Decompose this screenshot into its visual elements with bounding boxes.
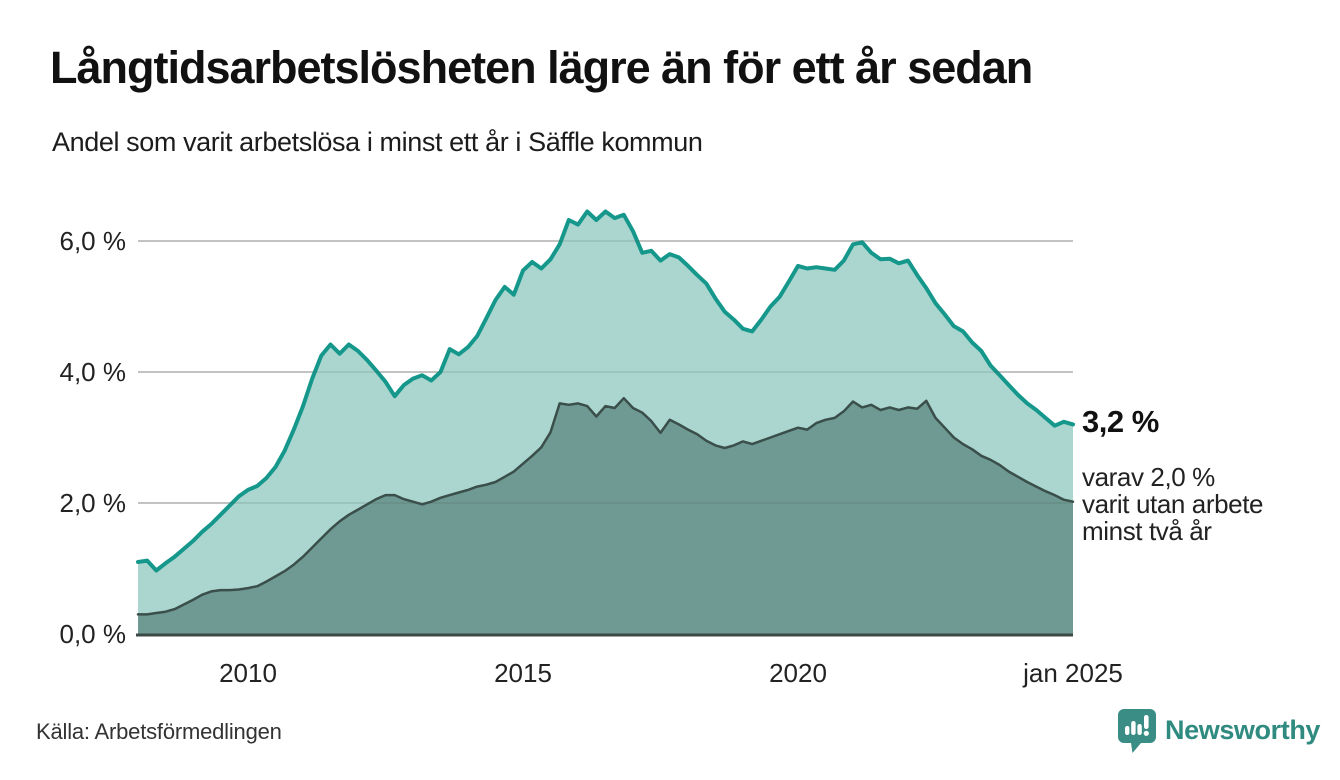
y-tick-label: 4,0 % — [59, 357, 127, 387]
area-two-year — [138, 398, 1073, 634]
page-title: Långtidsarbetslösheten lägre än för ett … — [50, 42, 1033, 93]
x-tick-label: 2015 — [494, 658, 552, 688]
chart-subtitle: Andel som varit arbetslösa i minst ett å… — [52, 127, 703, 157]
y-tick-label: 2,0 % — [59, 488, 127, 518]
line-total — [136, 209, 1075, 573]
source-note: Källa: Arbetsförmedlingen — [36, 719, 282, 744]
y-tick-label: 0,0 % — [59, 619, 127, 649]
brand-name: Newsworthy — [1165, 715, 1321, 745]
y-tick-label: 6,0 % — [59, 226, 127, 256]
line-two-year — [136, 396, 1075, 616]
x-tick-label: 2010 — [219, 658, 277, 688]
x-tick-label: 2020 — [769, 658, 827, 688]
newsworthy-icon — [1118, 709, 1156, 753]
end-value-annotation: 3,2 % varav 2,0 % varit utan arbete mins… — [1082, 404, 1332, 545]
end-value-detail: varav 2,0 % varit utan arbete minst två … — [1082, 462, 1264, 546]
end-value-label: 3,2 % — [1082, 404, 1159, 439]
x-tick-label: jan 2025 — [1023, 658, 1123, 688]
brand-logo: Newsworthy — [1117, 708, 1320, 758]
